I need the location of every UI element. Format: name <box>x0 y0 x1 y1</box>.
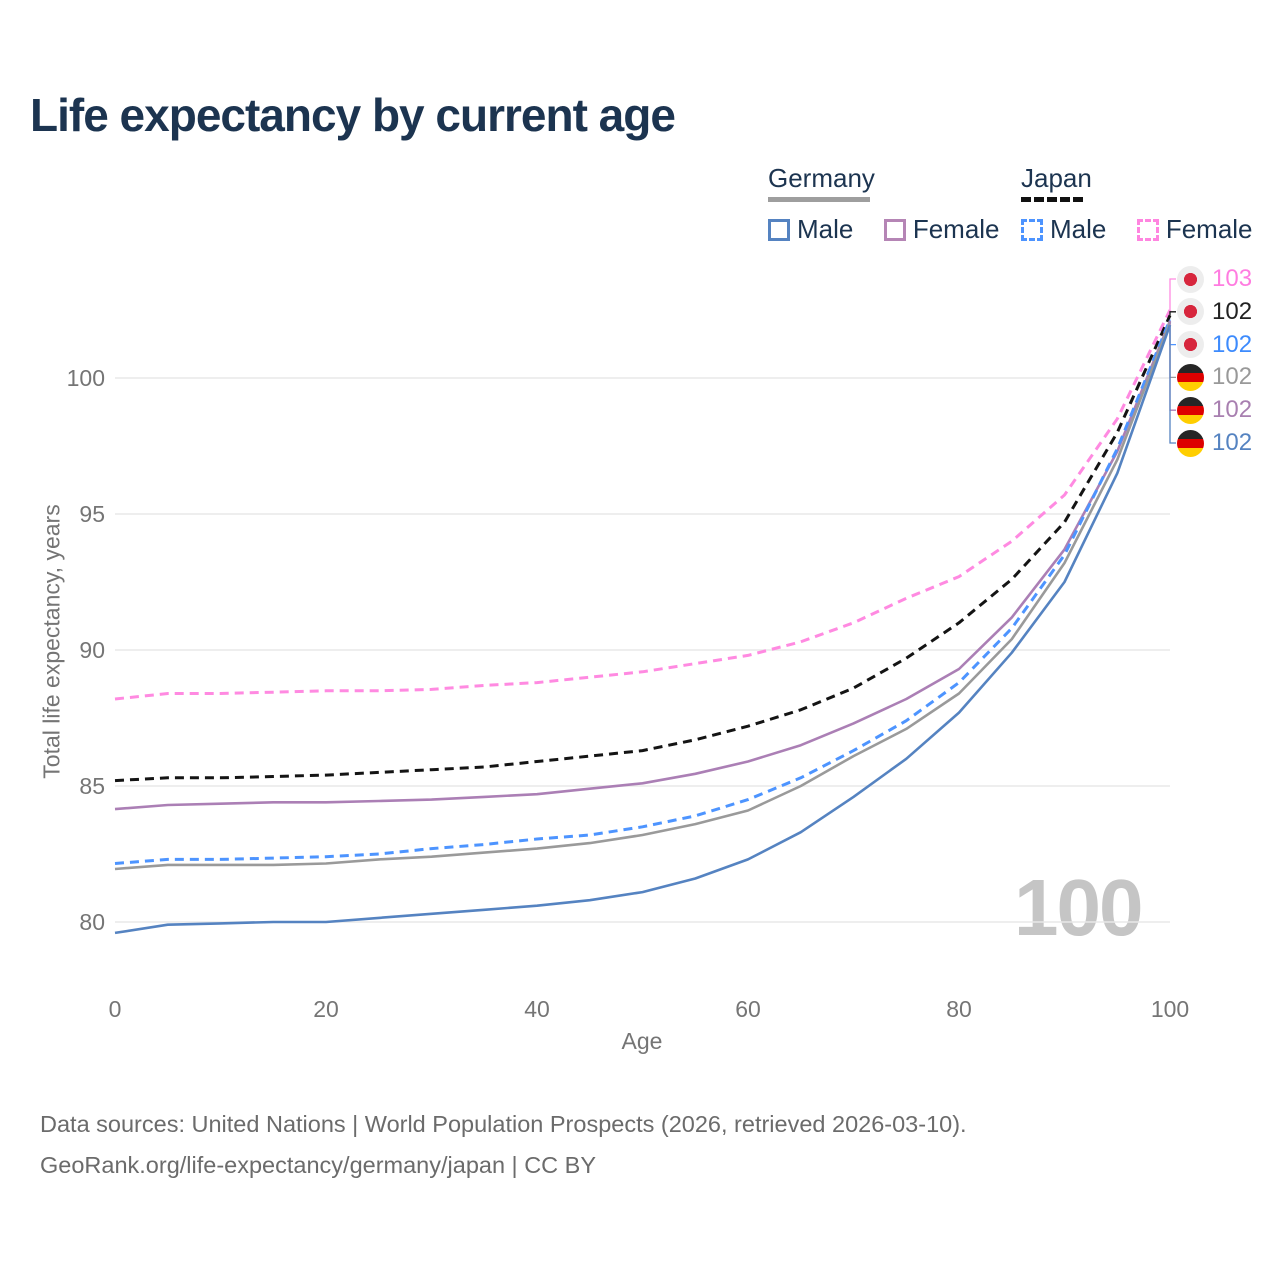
japan-male-swatch <box>1021 218 1043 241</box>
legend-label-germany-female: Female <box>912 214 1000 244</box>
legend-group-japan: Japan Male Female <box>1021 163 1279 246</box>
series-line-germany_female <box>114 320 1172 811</box>
legend-header-germany-label: Germany <box>768 163 875 193</box>
page-title: Life expectancy by current age <box>30 89 676 141</box>
footer: Data sources: United Nations | World Pop… <box>40 1104 967 1186</box>
japan-dashed-line-swatch <box>1021 197 1083 202</box>
legend-item-germany-female[interactable]: Female <box>883 214 1000 245</box>
legend-label-japan-female: Female <box>1165 214 1253 244</box>
series-line-japan_female <box>114 309 1172 701</box>
legend-item-japan-male[interactable]: Male <box>1021 214 1106 245</box>
footer-attribution-url: GeoRank.org/life-expectancy/germany/japa… <box>40 1152 597 1178</box>
end-label-connector-germany_female <box>1169 320 1176 411</box>
end-label-connector-germany_total <box>1169 322 1176 379</box>
legend-label-japan-male: Male <box>1050 214 1107 244</box>
current-age-watermark: 100 <box>1014 863 1143 952</box>
series-line-germany_total <box>114 321 1172 871</box>
legend-label-germany-male: Male <box>797 214 854 244</box>
legend-item-japan-female[interactable]: Female <box>1136 214 1253 245</box>
germany-solid-line-swatch <box>768 197 870 202</box>
end-label-connector-germany_male <box>1169 325 1176 444</box>
series-line-japan_total <box>114 314 1172 783</box>
legend-header-japan[interactable]: Japan <box>1021 163 1279 202</box>
series-line-japan_male <box>114 318 1172 865</box>
end-label-connector-japan_total <box>1169 311 1176 316</box>
footer-data-sources: Data sources: United Nations | World Pop… <box>40 1111 967 1137</box>
end-label-connector-japan_female <box>1169 278 1176 310</box>
germany-female-swatch <box>883 218 906 241</box>
legend-item-germany-male[interactable]: Male <box>768 214 853 245</box>
japan-female-swatch <box>1136 218 1159 241</box>
legend-header-japan-label: Japan <box>1021 163 1092 193</box>
legend-header-germany[interactable]: Germany <box>768 163 1026 202</box>
x-axis-title: Age <box>621 1028 663 1054</box>
germany-male-swatch <box>768 218 790 241</box>
series-line-germany_male <box>114 324 1172 935</box>
legend-group-germany: Germany Male Female <box>768 163 1026 246</box>
